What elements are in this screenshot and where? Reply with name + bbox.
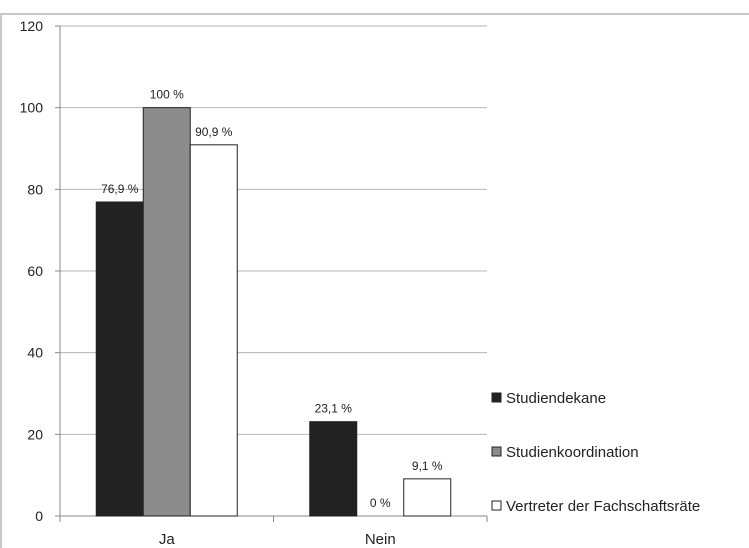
y-tick-label: 120 [20, 18, 44, 34]
legend-label: Studienkoordination [506, 444, 639, 461]
bar [142, 107, 191, 517]
bar [189, 144, 238, 517]
legend-swatch [491, 446, 502, 457]
x-category-label: Ja [159, 531, 176, 548]
data-label: 9,1 % [412, 459, 443, 473]
data-label: 76,9 % [101, 182, 139, 196]
y-tick-label: 60 [27, 263, 43, 279]
y-tick-label: 0 [35, 508, 43, 524]
bar [403, 478, 452, 517]
legend-swatch [491, 500, 502, 511]
data-label: 0 % [370, 496, 391, 510]
y-tick-label: 100 [20, 100, 44, 116]
data-label: 90,9 % [195, 125, 233, 139]
legend-swatch [491, 392, 502, 403]
bar [95, 201, 144, 517]
legend-label: Vertreter der Fachschaftsräte [506, 498, 700, 515]
data-label: 23,1 % [315, 402, 353, 416]
bar [309, 421, 358, 517]
legend-label: Studiendekane [506, 390, 606, 407]
y-tick-label: 80 [27, 181, 43, 197]
y-tick-label: 20 [27, 426, 43, 442]
data-label: 100 % [150, 88, 184, 102]
y-tick-label: 40 [27, 345, 43, 361]
x-category-label: Nein [365, 531, 396, 548]
